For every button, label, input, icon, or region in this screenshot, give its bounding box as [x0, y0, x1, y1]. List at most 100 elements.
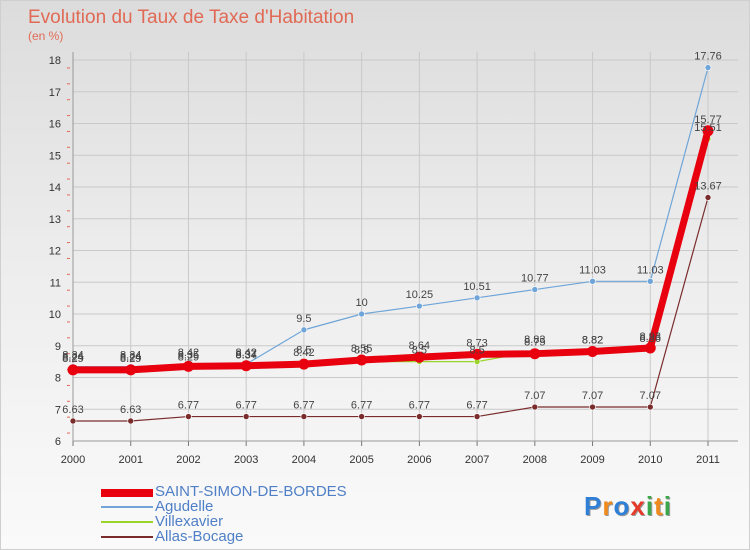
data-label: 8.42: [235, 347, 256, 359]
legend-label: Villexavier: [155, 513, 224, 530]
data-label: 6.77: [178, 400, 199, 412]
data-label: 8.37: [235, 349, 256, 361]
data-point-agudelle: [300, 326, 308, 334]
data-point-allas-bocage: [300, 413, 308, 420]
data-point-allas-bocage: [242, 413, 250, 420]
data-label: 8.5: [469, 345, 484, 357]
logo-letter: i: [645, 491, 655, 521]
data-label: 8.34: [62, 350, 83, 362]
y-tick-label: 8: [55, 373, 61, 385]
data-label: 10: [356, 297, 368, 309]
data-point-allas-bocage: [69, 417, 77, 425]
x-tick-label: 2002: [176, 454, 200, 466]
data-point-agudelle: [646, 277, 654, 285]
y-tick-label: 9: [55, 341, 61, 353]
legend-label: Agudelle: [155, 498, 214, 515]
data-label: 9.5: [296, 313, 311, 325]
data-label: 6.77: [466, 400, 487, 412]
data-label: 8.42: [293, 347, 314, 359]
data-label: 8.34: [235, 350, 256, 362]
series-line-saint-simon: [73, 129, 712, 374]
data-label: 8.86: [640, 333, 661, 345]
data-point-agudelle: [416, 302, 423, 310]
data-point-agudelle: [473, 294, 481, 302]
data-label: 8.82: [582, 334, 603, 346]
data-label: 8.64: [409, 340, 430, 352]
x-tick-label: 2001: [118, 454, 142, 466]
data-label: 11.03: [637, 264, 664, 276]
data-label: 8.5: [412, 345, 427, 357]
logo-letter: t: [654, 491, 664, 521]
data-point-saint-simon: [356, 354, 368, 366]
data-label: 8.24: [62, 351, 83, 363]
x-tick-label: 2008: [523, 454, 547, 466]
x-tick-label: 2005: [349, 454, 373, 466]
data-label: 8.5: [296, 345, 311, 357]
x-tick-label: 2000: [61, 454, 85, 466]
data-point-allas-bocage: [531, 403, 539, 411]
logo-letter: P: [584, 491, 603, 521]
data-point-saint-simon: [529, 348, 541, 360]
data-label: 7.07: [582, 390, 603, 402]
legend-swatch-allas-bocage: [101, 536, 153, 538]
data-point-saint-simon: [471, 348, 483, 360]
y-tick-label: 15: [49, 150, 61, 162]
y-tick-label: 11: [50, 277, 61, 289]
data-label: 11.03: [579, 264, 606, 276]
data-point-agudelle: [704, 64, 712, 71]
y-tick-label: 14: [49, 182, 61, 194]
legend-swatch-saint-simon: [101, 489, 153, 497]
data-point-saint-simon: [182, 360, 194, 372]
data-label: 8.29: [120, 353, 141, 365]
series-line-allas-bocage: [73, 197, 709, 422]
proxiti-logo: Proxiti: [584, 491, 672, 522]
x-tick-label: 2009: [580, 454, 604, 466]
data-label: 15.51: [694, 122, 722, 134]
legend-label: SAINT-SIMON-DE-BORDES: [155, 483, 347, 500]
data-point-saint-simon: [298, 358, 310, 370]
series-line-villexavier: [73, 138, 709, 369]
data-point-agudelle: [358, 310, 365, 318]
data-point-saint-simon: [644, 342, 656, 354]
data-label: 6.63: [62, 404, 83, 416]
data-label: 15.77: [694, 114, 722, 126]
y-tick-label: 18: [49, 55, 61, 67]
chart-title: Evolution du Taux de Taxe d'Habitation: [28, 7, 355, 28]
data-label: 6.77: [351, 400, 372, 412]
data-label: 8.42: [178, 347, 199, 359]
data-label: 8.29: [62, 353, 83, 365]
legend-swatch-agudelle: [101, 506, 153, 508]
data-point-saint-simon: [702, 125, 714, 137]
data-label: 8.93: [640, 331, 661, 343]
logo-letter: i: [663, 491, 672, 521]
data-point-saint-simon: [240, 360, 252, 372]
y-tick-label: 7: [55, 404, 61, 416]
y-tick-label: 12: [49, 246, 61, 258]
data-point-agudelle: [531, 286, 539, 293]
data-point-saint-simon: [587, 345, 599, 357]
y-axis-unit-label: (en %): [28, 29, 64, 43]
data-point-allas-bocage: [127, 417, 135, 425]
data-label: 13.67: [694, 180, 722, 192]
data-label: 8.5: [354, 345, 369, 357]
data-point-allas-bocage: [589, 403, 596, 411]
x-tick-label: 2006: [407, 454, 431, 466]
logo-letter: o: [613, 491, 631, 521]
data-label: 8.75: [524, 337, 545, 349]
legend-label: Allas-Bocage: [155, 528, 244, 545]
y-tick-label: 16: [49, 119, 61, 131]
data-point-allas-bocage: [704, 194, 712, 201]
series-line-agudelle: [73, 67, 709, 368]
data-label: 10.77: [521, 273, 549, 285]
data-label: 8.34: [120, 350, 141, 362]
data-label: 8.83: [524, 334, 545, 346]
logo-letter: x: [630, 491, 646, 521]
data-point-allas-bocage: [358, 413, 365, 420]
data-point-allas-bocage: [646, 403, 654, 411]
x-tick-label: 2007: [465, 454, 489, 466]
data-label: 8.24: [120, 351, 141, 363]
data-point-saint-simon: [125, 364, 137, 376]
data-label: 8.73: [466, 337, 487, 349]
data-label: 10.51: [463, 281, 491, 293]
